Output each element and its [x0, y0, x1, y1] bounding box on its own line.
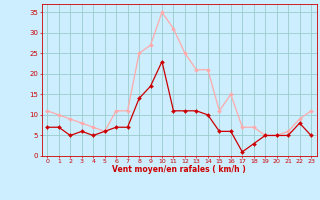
X-axis label: Vent moyen/en rafales ( km/h ): Vent moyen/en rafales ( km/h ) — [112, 165, 246, 174]
